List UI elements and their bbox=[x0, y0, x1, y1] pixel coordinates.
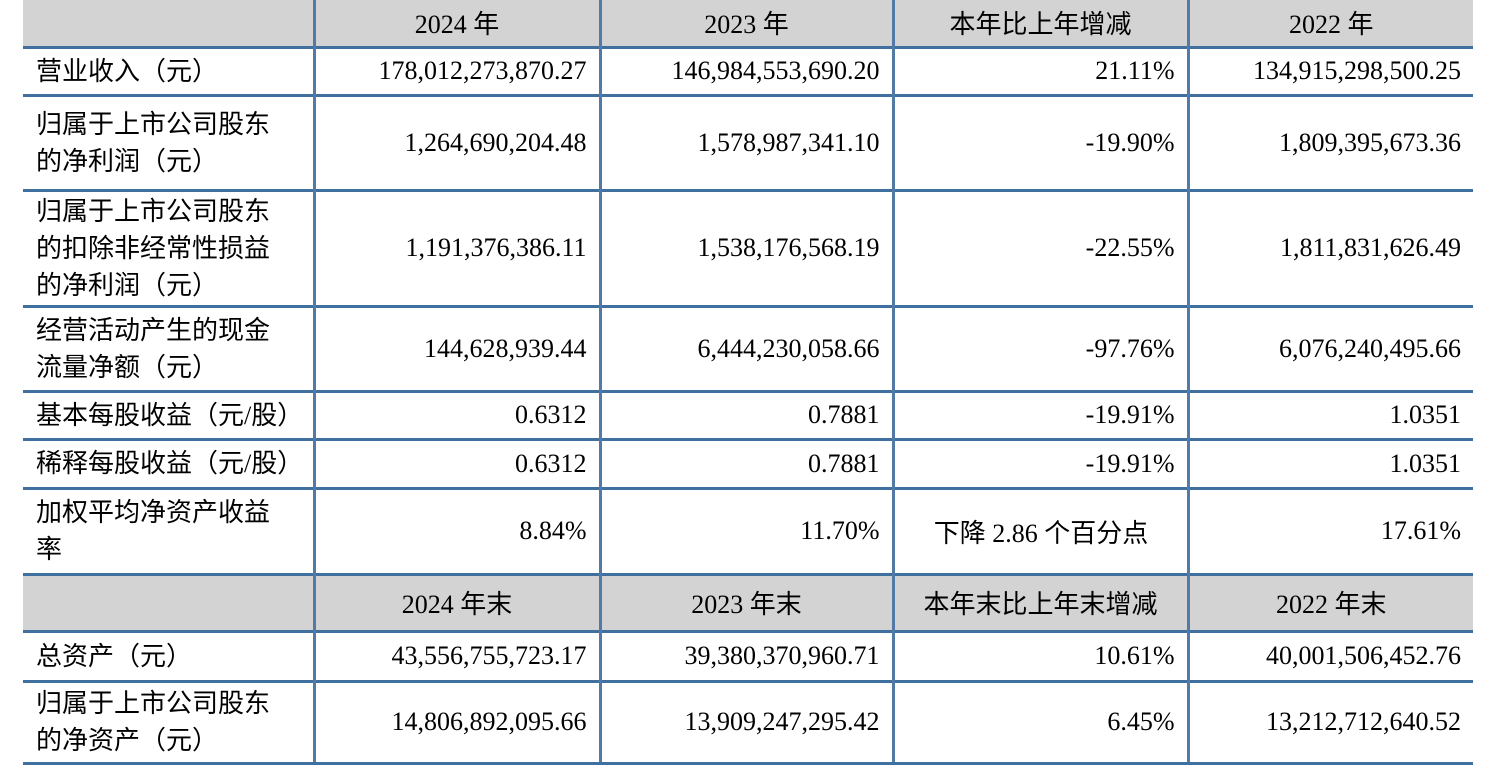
value-2023: 0.7881 bbox=[598, 437, 893, 488]
value-2024: 1,264,690,204.48 bbox=[312, 93, 600, 190]
value-2023: 1,578,987,341.10 bbox=[598, 93, 893, 190]
row-label: 归属于上市公司股东 的净资产（元） bbox=[23, 679, 314, 762]
value-2022: 17.61% bbox=[1186, 486, 1473, 574]
value-change: -19.90% bbox=[891, 93, 1188, 190]
value-2024: 8.84% bbox=[312, 486, 600, 574]
column-header-2023-end: 2023 年末 bbox=[598, 572, 893, 631]
value-2024: 43,556,755,723.17 bbox=[312, 629, 600, 681]
value-2024: 0.6312 bbox=[312, 389, 600, 439]
table-row-net-profit-excl-nonrecurring: 归属于上市公司股东 的扣除非经常性损益 的净利润（元） 1,191,376,38… bbox=[23, 188, 1473, 306]
value-2022: 1,811,831,626.49 bbox=[1186, 188, 1473, 306]
value-2022: 1.0351 bbox=[1186, 437, 1473, 488]
value-2022: 1.0351 bbox=[1186, 389, 1473, 439]
value-2023: 13,909,247,295.42 bbox=[598, 679, 893, 762]
next-header-row-clipped bbox=[23, 762, 1473, 765]
value-change: 下降 2.86 个百分点 bbox=[891, 486, 1188, 574]
value-2022: 6,076,240,495.66 bbox=[1186, 304, 1473, 391]
row-label: 加权平均净资产收益 率 bbox=[23, 486, 314, 574]
table-row-net-assets: 归属于上市公司股东 的净资产（元） 14,806,892,095.66 13,9… bbox=[23, 679, 1473, 762]
column-header-2024-end: 2024 年末 bbox=[312, 572, 600, 631]
table-row-weighted-avg-roe: 加权平均净资产收益 率 8.84% 11.70% 下降 2.86 个百分点 17… bbox=[23, 486, 1473, 574]
column-header-2022: 2022 年 bbox=[1186, 0, 1473, 47]
value-change: -19.91% bbox=[891, 437, 1188, 488]
row-label: 总资产（元） bbox=[23, 629, 314, 681]
column-header-yearend-change: 本年末比上年末增减 bbox=[891, 572, 1188, 631]
financial-summary-table: 2024 年 2023 年 本年比上年增减 2022 年 营业收入（元） 178… bbox=[23, 0, 1473, 762]
value-2024: 144,628,939.44 bbox=[312, 304, 600, 391]
column-header-2022-end: 2022 年末 bbox=[1186, 572, 1473, 631]
table-row-net-profit: 归属于上市公司股东 的净利润（元） 1,264,690,204.48 1,578… bbox=[23, 93, 1473, 190]
value-2024: 178,012,273,870.27 bbox=[312, 45, 600, 95]
column-header-2024: 2024 年 bbox=[312, 0, 600, 47]
row-label: 营业收入（元） bbox=[23, 45, 314, 95]
value-2023: 39,380,370,960.71 bbox=[598, 629, 893, 681]
table-row-basic-eps: 基本每股收益（元/股） 0.6312 0.7881 -19.91% 1.0351 bbox=[23, 389, 1473, 439]
row-label: 归属于上市公司股东 的净利润（元） bbox=[23, 93, 314, 190]
value-change: 21.11% bbox=[891, 45, 1188, 95]
table-row-total-assets: 总资产（元） 43,556,755,723.17 39,380,370,960.… bbox=[23, 629, 1473, 681]
table-row-operating-cash-flow: 经营活动产生的现金 流量净额（元） 144,628,939.44 6,444,2… bbox=[23, 304, 1473, 391]
row-label: 经营活动产生的现金 流量净额（元） bbox=[23, 304, 314, 391]
value-change: -22.55% bbox=[891, 188, 1188, 306]
value-2022: 40,001,506,452.76 bbox=[1186, 629, 1473, 681]
corner-cell bbox=[23, 0, 314, 47]
year-end-header-row: 2024 年末 2023 年末 本年末比上年末增减 2022 年末 bbox=[23, 572, 1473, 631]
row-label: 归属于上市公司股东 的扣除非经常性损益 的净利润（元） bbox=[23, 188, 314, 306]
value-2023: 11.70% bbox=[598, 486, 893, 574]
value-2024: 0.6312 bbox=[312, 437, 600, 488]
annual-header-row: 2024 年 2023 年 本年比上年增减 2022 年 bbox=[23, 0, 1473, 47]
value-2024: 1,191,376,386.11 bbox=[312, 188, 600, 306]
value-2023: 1,538,176,568.19 bbox=[598, 188, 893, 306]
value-2022: 134,915,298,500.25 bbox=[1186, 45, 1473, 95]
value-2023: 146,984,553,690.20 bbox=[598, 45, 893, 95]
column-header-2023: 2023 年 bbox=[598, 0, 893, 47]
corner-cell bbox=[23, 572, 314, 631]
value-2022: 1,809,395,673.36 bbox=[1186, 93, 1473, 190]
value-change: 6.45% bbox=[891, 679, 1188, 762]
row-label: 基本每股收益（元/股） bbox=[23, 389, 314, 439]
table-row-diluted-eps: 稀释每股收益（元/股） 0.6312 0.7881 -19.91% 1.0351 bbox=[23, 437, 1473, 488]
value-change: -97.76% bbox=[891, 304, 1188, 391]
value-2023: 0.7881 bbox=[598, 389, 893, 439]
row-label: 稀释每股收益（元/股） bbox=[23, 437, 314, 488]
table-row-revenue: 营业收入（元） 178,012,273,870.27 146,984,553,6… bbox=[23, 45, 1473, 95]
value-2022: 13,212,712,640.52 bbox=[1186, 679, 1473, 762]
value-change: 10.61% bbox=[891, 629, 1188, 681]
value-2023: 6,444,230,058.66 bbox=[598, 304, 893, 391]
value-2024: 14,806,892,095.66 bbox=[312, 679, 600, 762]
column-header-yoy-change: 本年比上年增减 bbox=[891, 0, 1188, 47]
value-change: -19.91% bbox=[891, 389, 1188, 439]
